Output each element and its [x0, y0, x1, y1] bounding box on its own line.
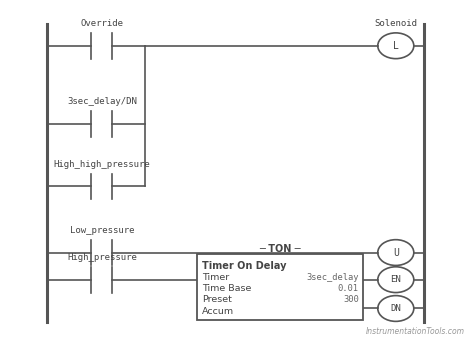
Text: 3sec_delay: 3sec_delay	[306, 273, 359, 282]
Text: Override: Override	[81, 19, 123, 28]
Text: U: U	[393, 247, 399, 258]
Text: EN: EN	[391, 275, 401, 284]
Text: Low_pressure: Low_pressure	[70, 226, 134, 235]
Text: Timer On Delay: Timer On Delay	[202, 261, 287, 271]
Text: Preset: Preset	[202, 296, 232, 304]
Text: 3sec_delay/DN: 3sec_delay/DN	[67, 97, 137, 106]
Text: Accum: Accum	[202, 307, 235, 316]
Text: Solenoid: Solenoid	[374, 19, 417, 28]
Text: High_pressure: High_pressure	[67, 253, 137, 262]
Text: 300: 300	[343, 296, 359, 304]
Text: InstrumentationTools.com: InstrumentationTools.com	[365, 326, 465, 336]
Text: 0.01: 0.01	[338, 284, 359, 293]
Bar	[197, 254, 363, 320]
Text: L: L	[393, 41, 399, 51]
Text: High_high_pressure: High_high_pressure	[54, 160, 150, 169]
Text: Time Base: Time Base	[202, 284, 252, 293]
Text: Timer: Timer	[202, 273, 229, 282]
Text: DN: DN	[391, 304, 401, 313]
Text: ─ TON ─: ─ TON ─	[259, 244, 301, 254]
